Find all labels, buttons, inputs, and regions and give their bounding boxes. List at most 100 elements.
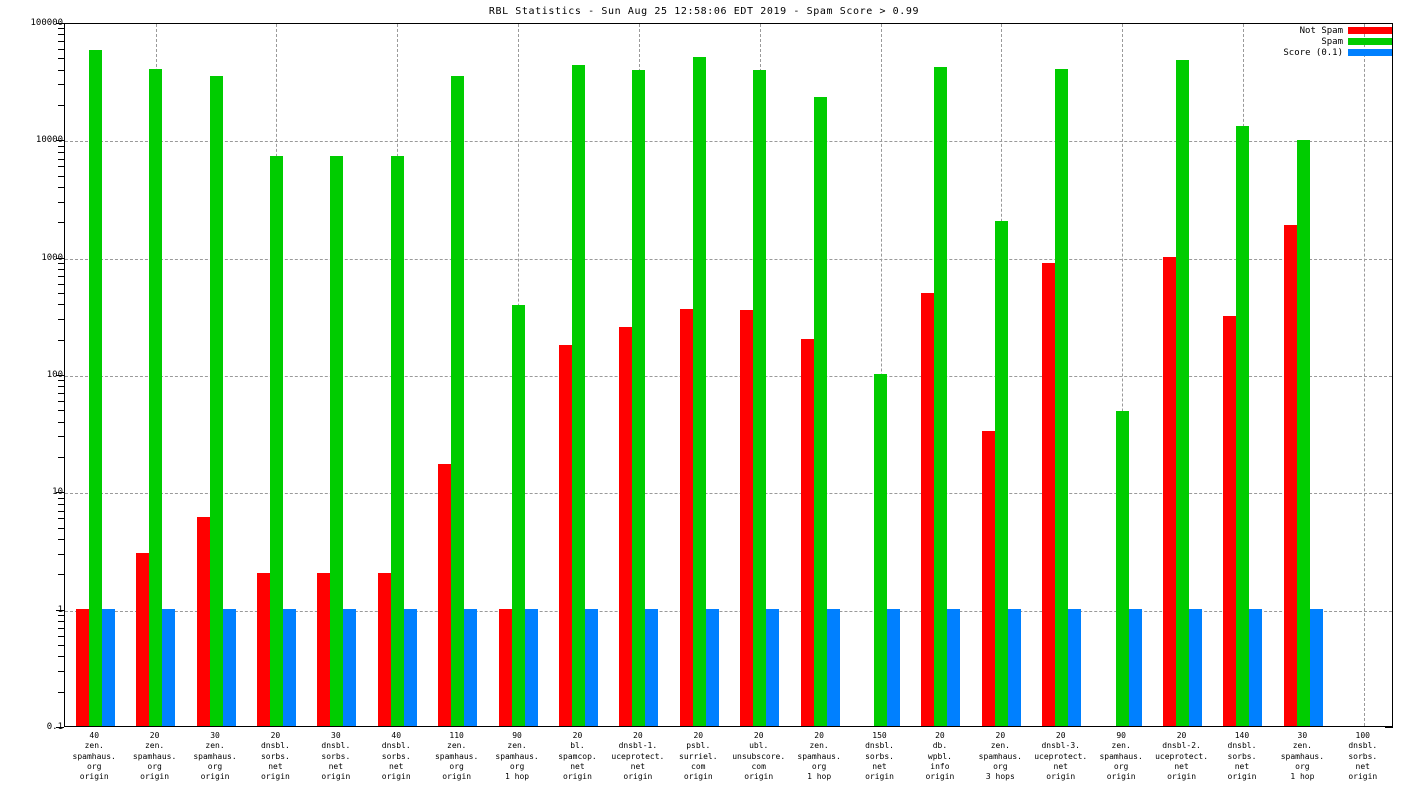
x-axis-category-line: sorbs. xyxy=(1227,751,1257,761)
y-axis-minor-tick xyxy=(58,339,64,341)
y-axis-minor-tick xyxy=(58,158,64,160)
x-axis-category-line: origin xyxy=(683,772,713,782)
x-axis-category-line: net xyxy=(389,761,404,771)
x-axis-category-line: bl. xyxy=(570,741,585,751)
y-axis-tick-label: 100000 xyxy=(30,18,63,28)
y-axis-minor-tick xyxy=(58,527,64,529)
y-axis-minor-tick xyxy=(58,319,64,321)
y-axis-minor-tick xyxy=(58,627,64,629)
gridline-vertical xyxy=(1122,24,1124,726)
bar-score xyxy=(1068,608,1082,726)
y-axis-minor-tick xyxy=(58,457,64,458)
x-axis-category-label: 150 dnsbl. sorbs. net origin xyxy=(842,731,916,782)
x-axis-category-line: zen. xyxy=(990,741,1010,751)
x-axis-category-line: sorbs. xyxy=(865,751,894,761)
bar-spam xyxy=(88,49,102,726)
bar-spam xyxy=(149,68,163,726)
y-axis-tick-label: 0.1 xyxy=(46,722,63,732)
legend-label: Spam xyxy=(1321,36,1343,47)
x-axis-category-line: spamcop. xyxy=(558,751,597,761)
x-axis-category-count: 20 xyxy=(633,731,643,740)
bar-score xyxy=(1309,608,1323,726)
bar-not-spam xyxy=(1163,256,1177,726)
bar-not-spam xyxy=(1223,316,1237,726)
x-axis-category-count: 30 xyxy=(331,731,341,740)
x-axis-category-line: psbl. xyxy=(686,741,711,751)
x-axis-category-line: origin xyxy=(381,772,411,782)
x-axis-category-count: 110 xyxy=(449,731,464,740)
x-axis-category-count: 40 xyxy=(391,731,402,740)
y-axis-tick-mark xyxy=(56,23,64,24)
y-axis-tick-mark xyxy=(56,609,64,611)
bar-not-spam xyxy=(1283,225,1297,726)
bar-spam xyxy=(451,75,465,726)
bar-spam xyxy=(692,57,706,726)
bar-score xyxy=(645,608,659,726)
y-axis-minor-tick xyxy=(58,497,64,499)
x-axis-category-line: origin xyxy=(140,772,170,782)
bar-score xyxy=(1249,608,1263,726)
x-axis-category-line: net xyxy=(630,761,646,771)
bar-spam xyxy=(1115,411,1129,726)
x-axis-category-line: dnsbl. xyxy=(1227,741,1257,751)
x-axis-category-line: origin xyxy=(1348,772,1378,782)
y-axis-minor-tick xyxy=(58,292,64,294)
legend-color-swatch xyxy=(1348,38,1392,45)
gridline-horizontal xyxy=(65,141,1392,143)
x-axis-category-line: origin xyxy=(623,772,653,782)
bar-spam xyxy=(934,67,948,726)
x-axis-category-line: dnsbl. xyxy=(1348,741,1378,751)
bar-spam xyxy=(1055,68,1069,726)
bar-not-spam xyxy=(377,573,391,726)
x-axis-category-line: dnsbl. xyxy=(321,741,351,751)
x-axis-category-line: origin xyxy=(865,772,894,782)
bar-spam xyxy=(511,304,525,726)
y-axis-minor-tick xyxy=(58,105,64,106)
x-axis-category-line: zen. xyxy=(1292,741,1312,751)
x-axis-category-line: org xyxy=(449,761,464,771)
y-axis-minor-tick xyxy=(58,49,64,51)
bar-not-spam xyxy=(740,310,754,726)
bar-score xyxy=(464,608,478,726)
gridline-vertical xyxy=(1363,24,1365,726)
y-axis-minor-tick xyxy=(58,263,64,265)
x-axis-category-label: 20 dnsbl-1. uceprotect. net origin xyxy=(601,731,675,782)
y-axis-tick-mark xyxy=(56,257,64,259)
gridline-horizontal xyxy=(65,493,1392,495)
bar-spam xyxy=(1176,60,1190,726)
x-axis-category-label: 20 ubl. unsubscore. com origin xyxy=(722,731,796,782)
bar-score xyxy=(947,608,961,726)
bar-spam xyxy=(813,96,827,726)
x-axis-category-line: dnsbl-1. xyxy=(618,741,658,751)
bar-not-spam xyxy=(921,293,935,726)
x-axis-category-line: origin xyxy=(1227,772,1257,782)
y-axis-minor-tick xyxy=(58,656,64,658)
y-axis-minor-tick xyxy=(58,275,64,277)
legend-color-swatch xyxy=(1348,49,1392,56)
bar-not-spam xyxy=(679,308,693,726)
x-axis-category-label: 40 zen. spamhaus. org origin xyxy=(57,731,131,782)
x-axis-category-line: org xyxy=(147,761,162,771)
bar-score xyxy=(282,608,296,726)
legend-label: Not Spam xyxy=(1299,25,1343,36)
x-axis-category-line: org xyxy=(1295,761,1310,771)
x-axis-category-label: 20 bl. spamcop. net origin xyxy=(540,731,614,782)
x-axis-category-line: origin xyxy=(563,772,592,782)
x-axis-category-label: 100 dnsbl. sorbs. net origin xyxy=(1326,731,1400,782)
bar-spam xyxy=(1236,125,1250,726)
y-axis-minor-tick xyxy=(58,41,64,43)
x-axis-category-line: uceprotect. xyxy=(1034,751,1088,761)
x-axis-category-line: 1 hop xyxy=(505,772,530,782)
x-axis-category-line: zen. xyxy=(144,741,165,751)
bar-spam xyxy=(874,374,888,726)
y-axis-minor-tick xyxy=(58,269,64,271)
y-axis-minor-tick xyxy=(58,222,64,224)
x-axis-category-label: 40 dnsbl. sorbs. net origin xyxy=(359,731,433,782)
y-axis-minor-tick xyxy=(58,187,64,189)
y-axis-minor-tick xyxy=(58,621,64,623)
y-axis-minor-tick xyxy=(58,401,64,403)
bar-not-spam xyxy=(196,517,210,726)
x-axis-category-count: 20 xyxy=(814,731,824,740)
x-axis-category-line: net xyxy=(872,761,887,771)
bar-not-spam xyxy=(136,552,150,726)
